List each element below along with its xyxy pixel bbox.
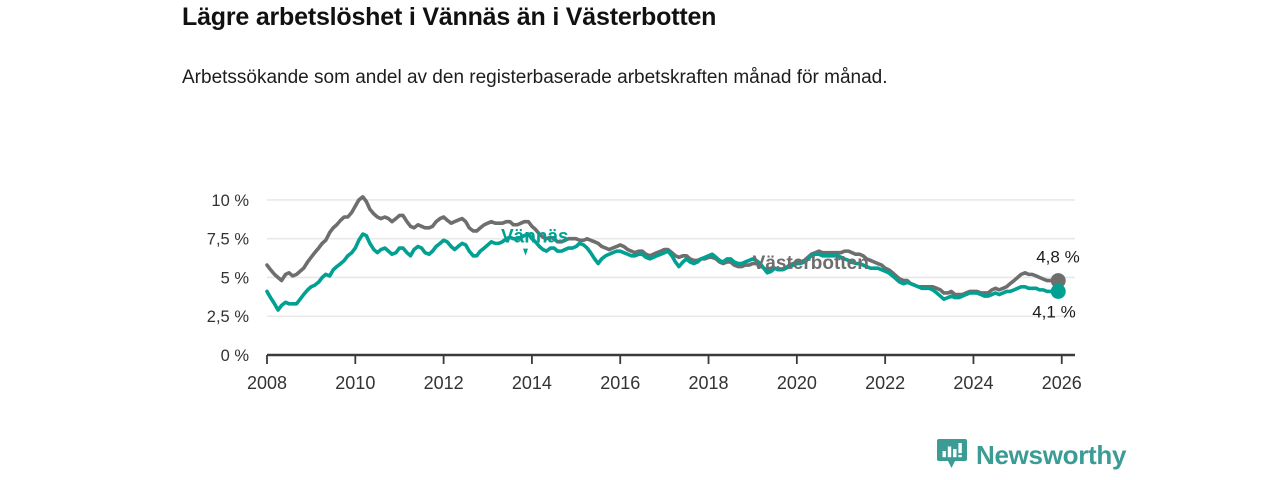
y-axis-tick-label: 2,5 % bbox=[207, 308, 250, 326]
end-point-markers bbox=[1050, 273, 1066, 299]
x-axis-tick-label: 2014 bbox=[512, 373, 552, 393]
end-label-vasterbotten: 4,8 % bbox=[1036, 248, 1079, 267]
series-label: Vännäs bbox=[501, 227, 569, 248]
end-label-vannas: 4,1 % bbox=[1032, 302, 1075, 321]
x-axis-tick-label: 2008 bbox=[247, 373, 287, 393]
x-axis-tick-label: 2018 bbox=[689, 373, 729, 393]
x-axis-tick-label: 2016 bbox=[600, 373, 640, 393]
x-axis-labels: 2008 2010 2012 2014 2016 2018 2020 2022 2024 2026 bbox=[247, 373, 1082, 393]
line-chart: 0 % 2,5 % 5 % 7,5 % 10 % Västerbotten Vännäs … bbox=[0, 150, 1280, 400]
x-axis-tick-label: 2024 bbox=[953, 373, 993, 393]
series-label: Västerbotten bbox=[753, 253, 869, 274]
end-value-labels: 4,8 % 4,1 % bbox=[1032, 248, 1079, 322]
page-title: Lägre arbetslöshet i Vännäs än i Västerb… bbox=[182, 3, 717, 31]
series-inline-labels: Västerbotten Vännäs bbox=[501, 227, 869, 274]
newsworthy-wordmark: Newsworthy bbox=[976, 439, 1127, 470]
y-axis-tick-label: 7,5 % bbox=[207, 231, 250, 249]
series-label-pointer-icon bbox=[523, 248, 529, 256]
series-line bbox=[265, 195, 1061, 297]
x-axis-tick-label: 2010 bbox=[335, 373, 375, 393]
y-axis-tick-label: 10 % bbox=[211, 192, 249, 210]
x-axis-tick-label: 2022 bbox=[865, 373, 905, 393]
x-axis-tick-label: 2012 bbox=[424, 373, 464, 393]
bar-chart-speech-bubble-icon bbox=[937, 439, 967, 468]
x-axis bbox=[266, 355, 1063, 364]
gridlines bbox=[267, 199, 1075, 357]
series-line bbox=[265, 232, 1061, 312]
chart-svg: 0 %2,5 %5 %7,5 %10 % VästerbottenVännäs … bbox=[207, 192, 1082, 393]
y-axis-tick-label: 5 % bbox=[221, 269, 250, 287]
page-subtitle: Arbetssökande som andel av den registerb… bbox=[182, 67, 888, 88]
x-axis-tick-label: 2026 bbox=[1042, 373, 1082, 393]
y-axis-labels: 0 % 2,5 % 5 % 7,5 % 10 % bbox=[207, 192, 250, 365]
series-end-marker bbox=[1050, 273, 1066, 289]
series-end-marker bbox=[1050, 283, 1066, 299]
y-axis-tick-label: 0 % bbox=[221, 347, 250, 365]
series-lines bbox=[265, 195, 1061, 312]
newsworthy-logo: Newsworthy bbox=[937, 438, 1126, 472]
x-axis-tick-label: 2020 bbox=[777, 373, 817, 393]
